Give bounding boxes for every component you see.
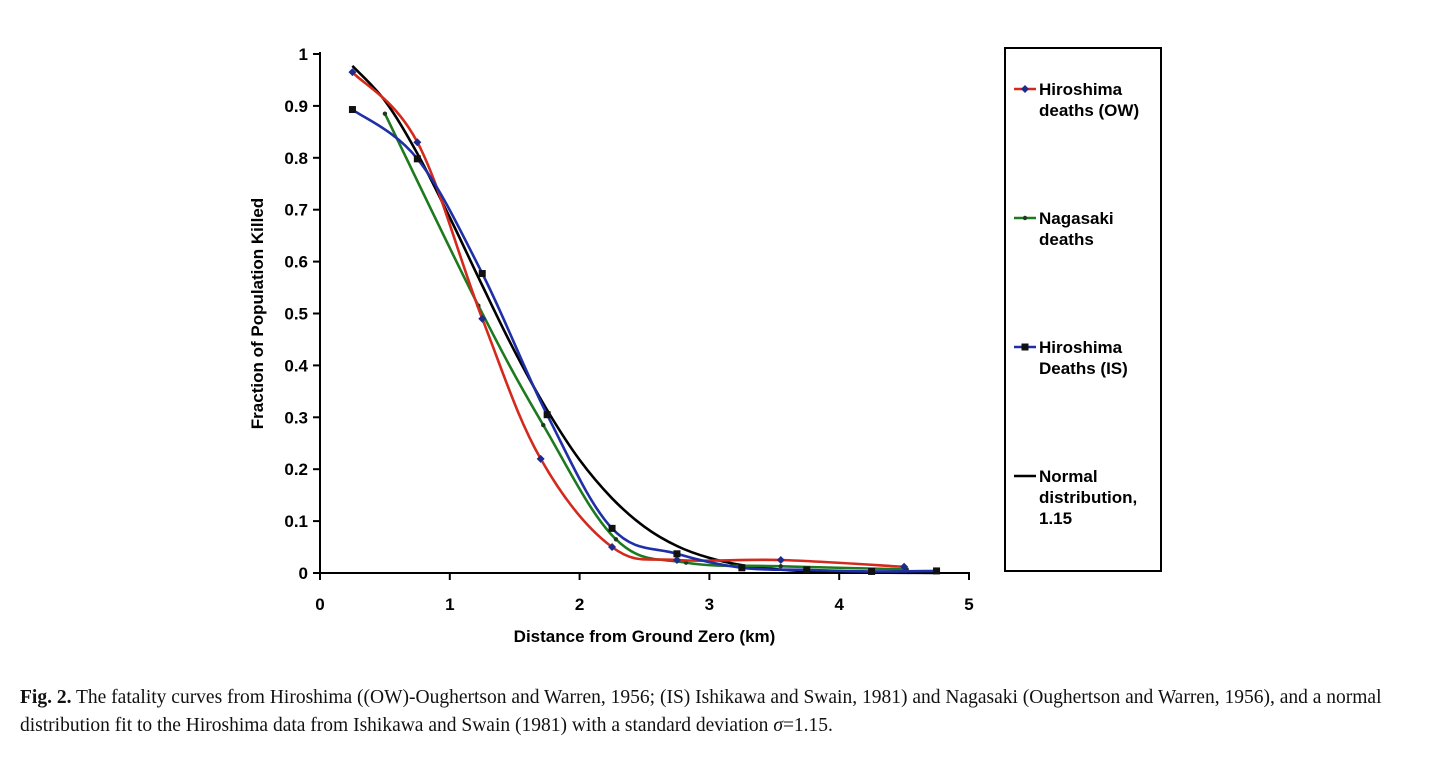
data-point-nagasaki-deaths bbox=[382, 111, 388, 116]
legend-label-line: 1.15 bbox=[1039, 509, 1072, 528]
data-point-hiroshima-deaths-ow bbox=[776, 556, 785, 565]
data-point-hiroshima-deaths-is bbox=[543, 411, 551, 419]
data-point-hiroshima-deaths-ow bbox=[900, 562, 909, 571]
data-point-hiroshima-deaths-ow bbox=[536, 454, 545, 463]
data-point-hiroshima-deaths-is bbox=[738, 564, 746, 572]
legend-label-hiroshima-deaths-is: Hiroshima Deaths (IS) bbox=[1039, 338, 1128, 378]
data-point-hiroshima-deaths-ow bbox=[478, 314, 487, 323]
legend: Hiroshima deaths (OW) Nagasaki deaths Hirosh… bbox=[1004, 47, 1162, 572]
data-point-hiroshima-deaths-is bbox=[348, 106, 356, 114]
legend-label-normal-distribution-1-15: Normal distribution, 1.15 bbox=[1039, 467, 1137, 528]
data-point-nagasaki-deaths bbox=[613, 537, 619, 542]
x-tick-label: 5 bbox=[964, 595, 973, 614]
caption-text: The fatality curves from Hiroshima ((OW)… bbox=[20, 687, 1382, 736]
y-axis-title: Fraction of Population Killed bbox=[248, 198, 267, 429]
legend-label-hiroshima-deaths-ow: Hiroshima deaths (OW) bbox=[1039, 80, 1139, 120]
data-point-hiroshima-deaths-is bbox=[673, 550, 681, 558]
figure-caption: Fig. 2. The fatality curves from Hiroshi… bbox=[20, 684, 1440, 740]
y-tick-label: 0.1 bbox=[284, 512, 308, 531]
data-point-hiroshima-deaths-is bbox=[933, 567, 941, 575]
caption-label: Fig. 2. bbox=[20, 687, 72, 708]
data-point-hiroshima-deaths-is bbox=[803, 566, 811, 574]
chart: 0 0.1 0.2 0.3 0.4 0.5 0.6 0.7 0.8 0.9 1 0 1 2 3 4 5 Dista… bbox=[248, 45, 1162, 646]
y-tick-label: 0.8 bbox=[284, 149, 308, 168]
legend-label-line: deaths (OW) bbox=[1039, 101, 1139, 120]
legend-frame bbox=[1004, 47, 1162, 572]
legend-marker-hiroshima-deaths-ow bbox=[1021, 85, 1029, 93]
y-tick-label: 0.4 bbox=[284, 356, 308, 375]
y-tick-label: 0.3 bbox=[284, 408, 308, 427]
y-tick-label: 0 bbox=[299, 564, 308, 583]
y-tick-label: 0.6 bbox=[284, 253, 308, 272]
y-tick-label: 0.7 bbox=[284, 201, 308, 220]
data-point-hiroshima-deaths-ow bbox=[413, 138, 422, 147]
legend-marker-nagasaki-deaths bbox=[1022, 215, 1028, 221]
series-line-normal-distribution-1-15 bbox=[351, 65, 937, 575]
y-tick-label: 1 bbox=[299, 45, 308, 64]
series-line-hiroshima-deaths-is bbox=[351, 108, 937, 573]
x-tick-label: 0 bbox=[315, 595, 324, 614]
x-tick-label: 2 bbox=[575, 595, 584, 614]
x-tick-label: 4 bbox=[834, 595, 844, 614]
legend-label-line: Hiroshima bbox=[1039, 338, 1123, 357]
legend-label-line: deaths bbox=[1039, 230, 1094, 249]
series-line-nagasaki-deaths bbox=[383, 113, 907, 571]
series-layer bbox=[348, 65, 941, 575]
y-tick-label: 0.5 bbox=[284, 305, 308, 324]
y-tick-label: 0.9 bbox=[284, 97, 308, 116]
x-tick-label: 3 bbox=[705, 595, 714, 614]
x-axis-title: Distance from Ground Zero (km) bbox=[514, 627, 776, 646]
data-point-hiroshima-deaths-is bbox=[478, 270, 486, 278]
caption-text-end: =1.15. bbox=[782, 715, 833, 736]
legend-label-line: Nagasaki bbox=[1039, 209, 1114, 228]
legend-label-line: distribution, bbox=[1039, 488, 1137, 507]
legend-label-nagasaki-deaths: Nagasaki deaths bbox=[1039, 209, 1114, 249]
data-point-hiroshima-deaths-ow bbox=[672, 556, 681, 565]
legend-label-line: Hiroshima bbox=[1039, 80, 1123, 99]
legend-label-line: Normal bbox=[1039, 467, 1098, 486]
x-tick-label: 1 bbox=[445, 595, 454, 614]
data-point-nagasaki-deaths bbox=[541, 422, 546, 428]
caption-sigma: σ bbox=[773, 715, 783, 736]
data-point-hiroshima-deaths-is bbox=[608, 524, 616, 532]
axes: 0 0.1 0.2 0.3 0.4 0.5 0.6 0.7 0.8 0.9 1 0 1 2 3 4 5 Dista… bbox=[248, 45, 974, 646]
data-point-nagasaki-deaths bbox=[778, 564, 783, 569]
legend-label-line: Deaths (IS) bbox=[1039, 359, 1128, 378]
series-line-hiroshima-deaths-ow bbox=[351, 71, 905, 569]
data-point-hiroshima-deaths-ow bbox=[608, 543, 617, 552]
y-tick-label: 0.2 bbox=[284, 460, 308, 479]
legend-marker-hiroshima-deaths-is bbox=[1021, 343, 1029, 351]
data-point-hiroshima-deaths-ow bbox=[348, 68, 357, 77]
data-point-hiroshima-deaths-is bbox=[413, 155, 421, 163]
data-point-hiroshima-deaths-is bbox=[868, 567, 876, 575]
